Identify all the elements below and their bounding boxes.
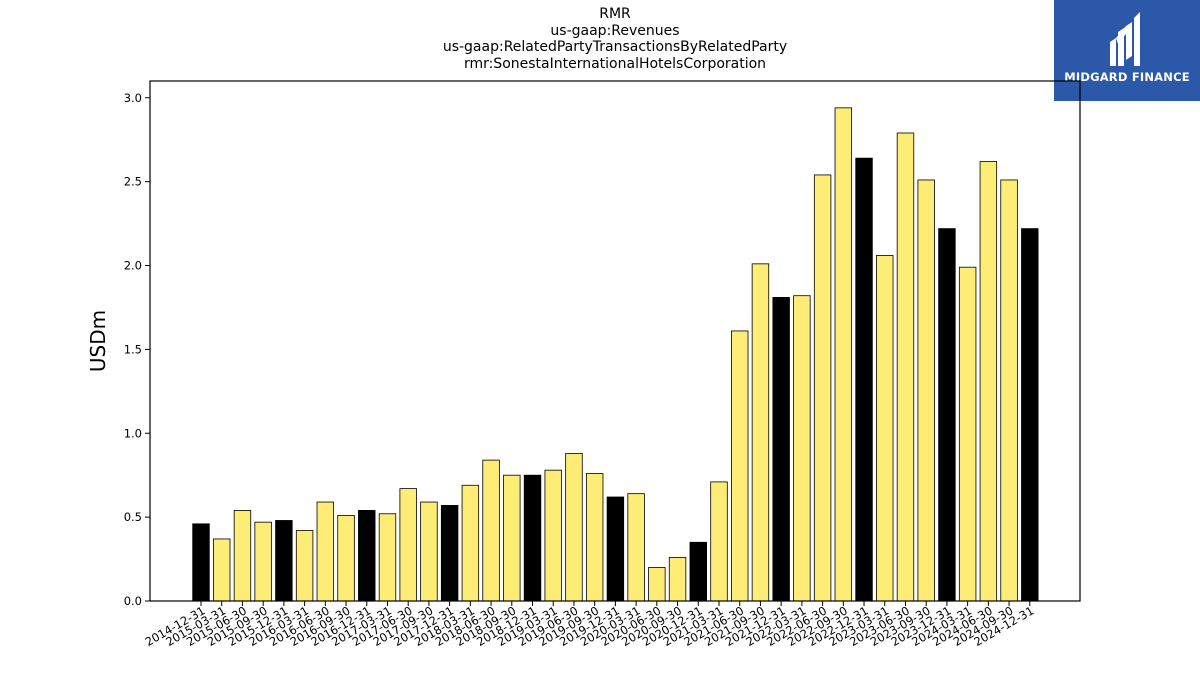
bar-2022-12-31 [855,157,873,602]
y-axis-label: USDm [86,310,110,372]
bar-2015-09-30 [254,521,272,602]
bar-2021-03-31 [710,481,728,602]
bar-2017-06-30 [399,488,417,602]
bar-2018-12-31 [523,474,542,602]
y-tick-label: 2.0 [124,259,142,273]
bar-2016-12-31 [358,510,376,602]
y-tick-label: 0.5 [124,510,142,524]
bar-2023-12-31 [938,228,956,602]
bar-2023-06-30 [896,132,915,602]
bar-2024-03-31 [958,266,977,602]
y-tick-label: 2.5 [124,175,142,189]
bar-2017-12-31 [440,504,459,602]
bar-2016-06-30 [316,501,335,602]
bar-2019-12-31 [606,496,625,602]
chart-title-block: RMR us-gaap:Revenues us-gaap:RelatedPart… [150,6,1080,72]
bar-2022-03-31 [793,295,811,602]
plot-frame [149,80,1081,602]
midgard-finance-logo: MIDGARD FINANCE [1054,0,1200,101]
bar-2018-03-31 [461,484,480,602]
bar-2019-06-30 [565,452,583,602]
chart-title-line-4: rmr:SonestaInternationalHotelsCorporatio… [463,55,767,72]
bar-2023-03-31 [876,255,894,602]
chart-title-line-3: us-gaap:RelatedPartyTransactionsByRelate… [442,39,788,55]
bar-2017-03-31 [378,513,397,602]
bar-2017-09-30 [420,501,438,602]
bar-2016-03-31 [295,530,314,602]
bar-2019-09-30 [585,473,604,602]
y-axis: 0.0 0.5 1.0 1.5 2.0 2.5 3.0 [124,91,150,608]
bar-2020-03-31 [627,493,645,602]
bar-2022-09-30 [834,107,853,602]
bar-2024-12-31 [1021,228,1039,602]
logo-text: MIDGARD FINANCE [1064,70,1190,84]
bars-group [192,107,1039,602]
chart-title-line-1: RMR [599,6,631,22]
bar-2023-09-30 [917,179,935,602]
bar-2019-03-31 [544,469,562,602]
bar-2021-09-30 [751,263,770,602]
bar-2020-12-31 [689,541,707,602]
bar-2015-12-31 [275,520,293,602]
bar-2015-03-31 [213,538,231,602]
bar-2018-06-30 [482,459,500,602]
x-axis: 2014-12-312015-03-312015-06-302015-09-30… [143,601,1036,649]
midgard-logo-icon [1110,12,1140,66]
y-tick-label: 1.0 [124,426,142,440]
y-tick-label: 3.0 [124,91,142,105]
bar-2021-12-31 [772,296,790,602]
chart-title-line-2: us-gaap:Revenues [550,22,680,39]
bar-2020-09-30 [668,556,687,602]
y-tick-label: 1.5 [124,342,142,356]
y-tick-label: 0.0 [124,594,142,608]
bar-2020-06-30 [648,567,666,602]
bar-2015-06-30 [233,510,252,602]
bar-2024-06-30 [979,161,998,602]
bar-2016-09-30 [337,515,355,602]
bar-2021-06-30 [731,330,749,602]
bar-2014-12-31 [192,523,210,602]
bar-2018-09-30 [503,474,521,602]
bar-2024-09-30 [1000,179,1018,602]
bar-2022-06-30 [813,174,832,602]
